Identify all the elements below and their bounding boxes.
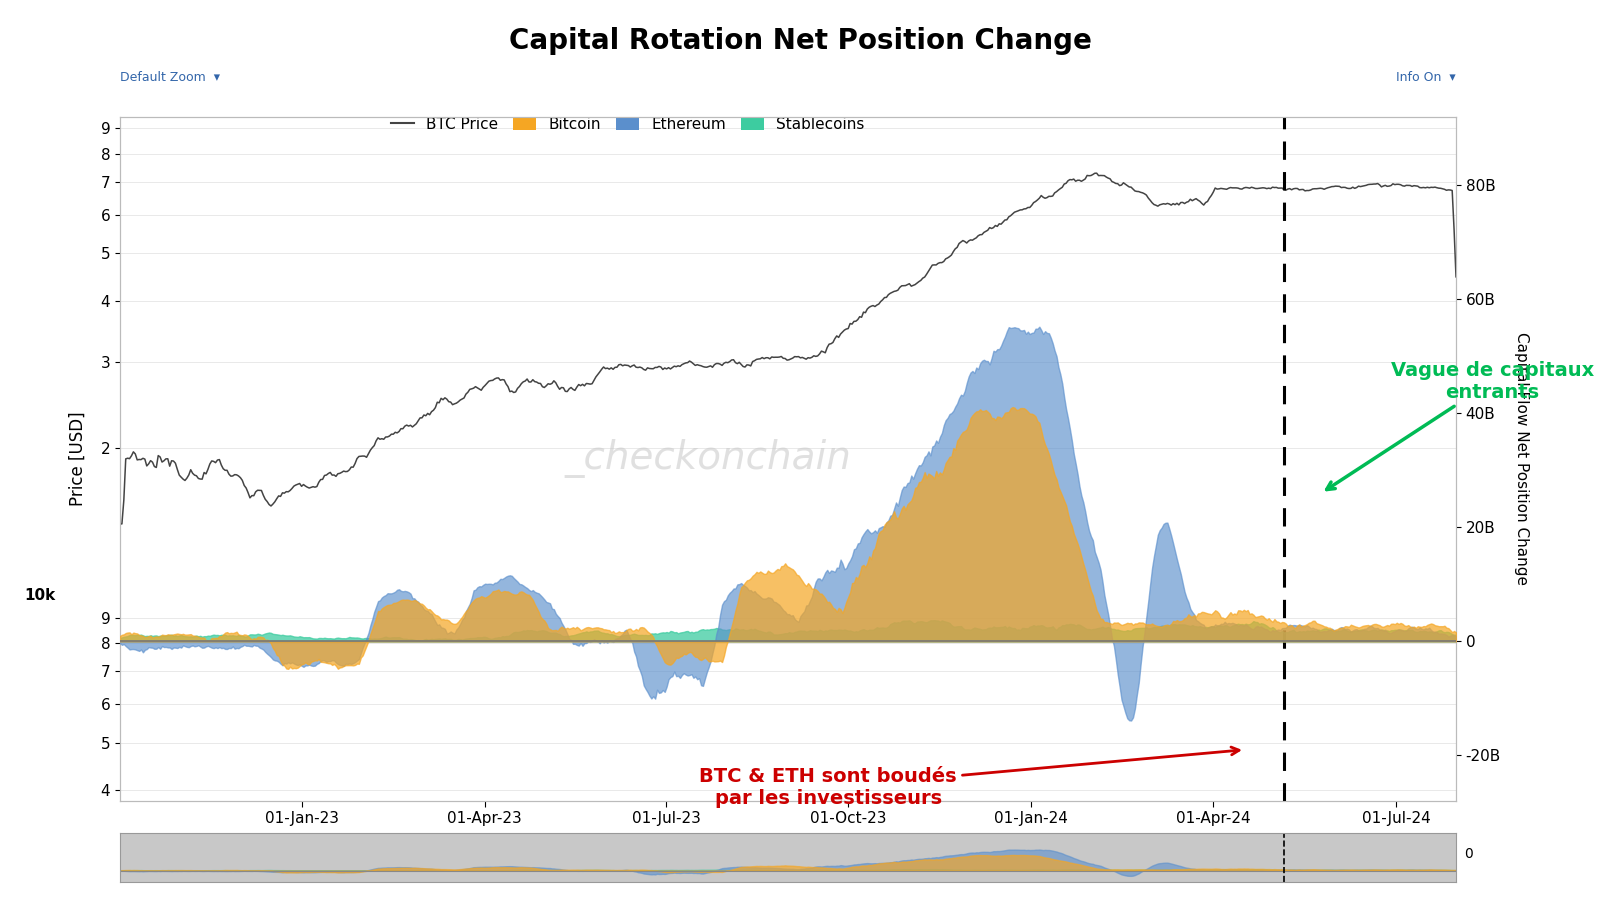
Legend: BTC Price, Bitcoin, Ethereum, Stablecoins: BTC Price, Bitcoin, Ethereum, Stablecoin… (384, 111, 870, 139)
Text: Info On  ▾: Info On ▾ (1397, 71, 1456, 84)
Text: Default Zoom  ▾: Default Zoom ▾ (120, 71, 221, 84)
Text: Vague de capitaux
entrants: Vague de capitaux entrants (1326, 361, 1594, 490)
Text: _checkonchain: _checkonchain (565, 439, 851, 479)
Text: BTC & ETH sont boudés
par les investisseurs: BTC & ETH sont boudés par les investisse… (699, 747, 1238, 808)
Y-axis label: Capital Flow Net Position Change: Capital Flow Net Position Change (1514, 332, 1528, 586)
Text: Capital Rotation Net Position Change: Capital Rotation Net Position Change (509, 27, 1091, 55)
Text: 0: 0 (1464, 847, 1472, 860)
Y-axis label: Price [USD]: Price [USD] (69, 411, 86, 507)
Text: 10k: 10k (24, 588, 56, 603)
Text: Source: checkonchain.com: Source: checkonchain.com (120, 839, 288, 852)
